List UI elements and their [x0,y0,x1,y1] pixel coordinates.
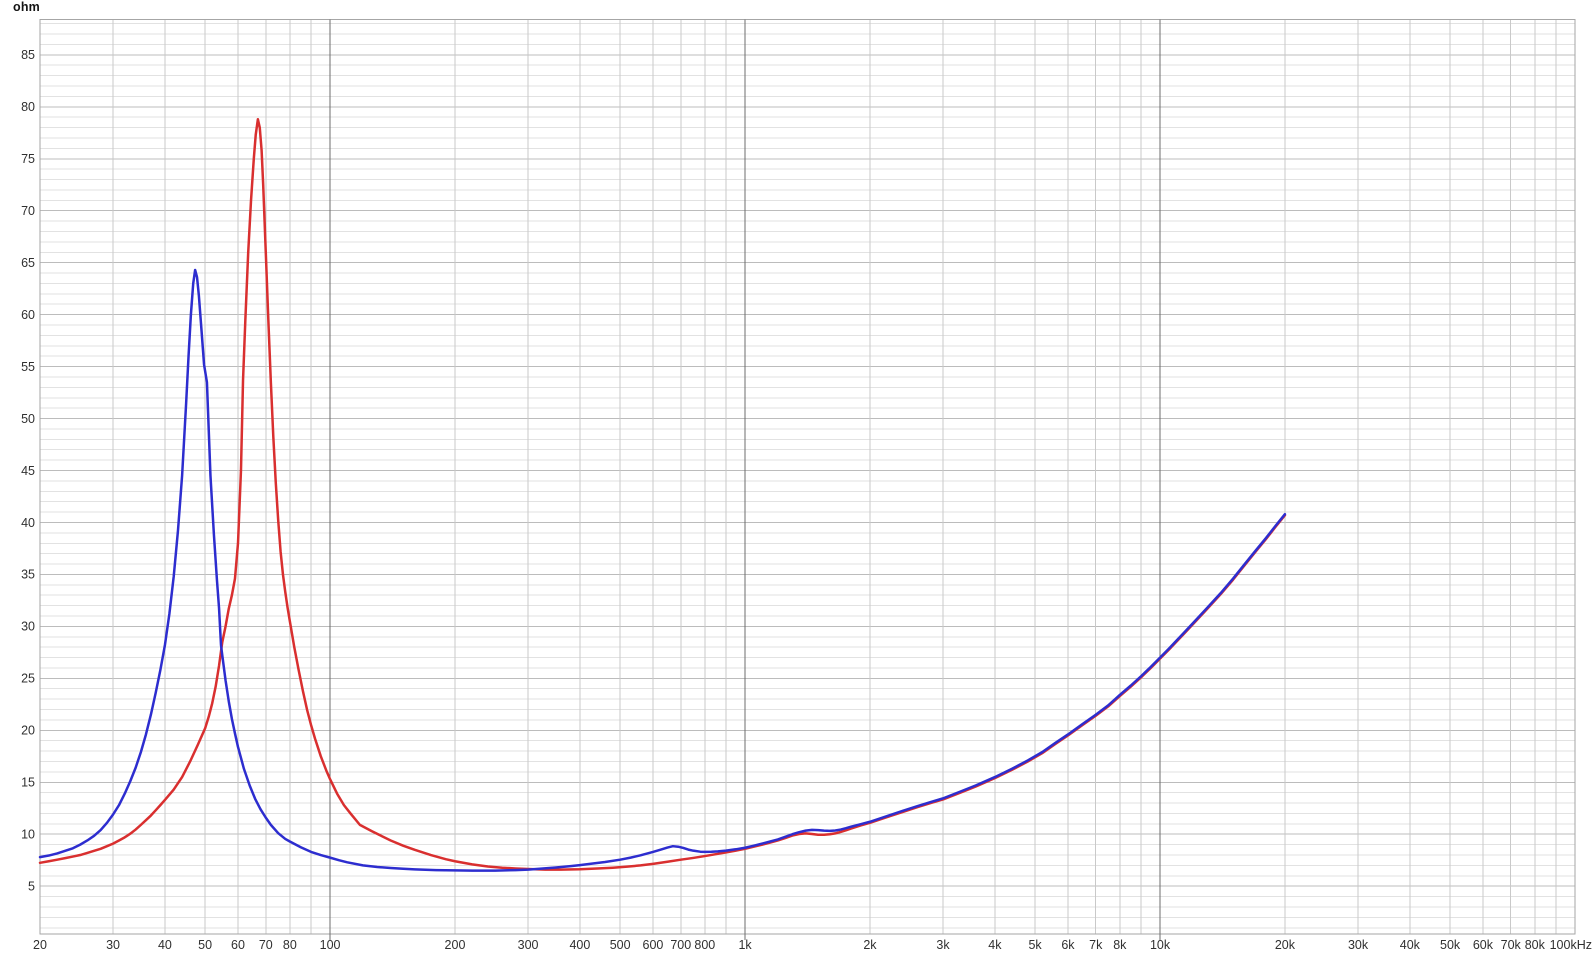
x-tick-label: 3k [936,938,950,952]
y-tick-label: 70 [21,204,35,218]
x-tick-label: 800 [694,938,715,952]
x-tick-label: 600 [643,938,664,952]
y-tick-label: 75 [21,152,35,166]
y-tick-label: 65 [21,256,35,270]
plot-frame [39,19,1576,935]
x-tick-label: 40k [1400,938,1421,952]
y-tick-label: 40 [21,516,35,530]
x-tick-label: 30k [1348,938,1369,952]
x-tick-label: 20 [33,938,47,952]
y-tick-label: 15 [21,776,35,790]
x-tick-label: 8k [1113,938,1127,952]
x-tick-label: 30 [106,938,120,952]
y-tick-label: 60 [21,308,35,322]
x-tick-label: 50k [1440,938,1461,952]
x-tick-label: 40 [158,938,172,952]
x-tick-label: 2k [863,938,877,952]
curve-layer [38,118,1287,872]
x-tick-label: 1k [738,938,752,952]
x-tick-label: 500 [610,938,631,952]
x-tick-label: 6k [1061,938,1075,952]
x-tick-label: 80 [283,938,297,952]
y-tick-label: 55 [21,360,35,374]
y-axis-unit-label: ohm [13,0,40,14]
x-tick-label: 60k [1473,938,1494,952]
x-tick-label: 80k [1525,938,1546,952]
x-tick-label: 70 [259,938,273,952]
impedance-blue-curve [38,268,1287,872]
x-tick-label: 5k [1028,938,1042,952]
x-tick-label: 50 [198,938,212,952]
x-tick-label: 700 [670,938,691,952]
x-tick-label: 70k [1501,938,1522,952]
grid-layer [39,19,1576,935]
x-tick-label: 100 [320,938,341,952]
y-tick-label: 25 [21,672,35,686]
decade-line-layer [329,19,1161,940]
y-tick-label: 80 [21,100,35,114]
y-tick-label: 50 [21,412,35,426]
y-tick-label: 85 [21,48,35,62]
x-tick-label: 300 [518,938,539,952]
x-tick-label: 200 [445,938,466,952]
y-tick-label: 35 [21,568,35,582]
y-tick-label: 20 [21,724,35,738]
x-tick-label: 10k [1150,938,1171,952]
x-tick-label: 60 [231,938,245,952]
axis-label-layer: 20 30 40 50 60 70 80 100 200 300 400 500 600 700 800 1k… [21,48,1592,952]
x-tick-label: 4k [988,938,1002,952]
y-tick-label: 10 [21,828,35,842]
x-tick-label: 100kHz [1550,938,1592,952]
y-tick-label: 45 [21,464,35,478]
y-tick-label: 30 [21,620,35,634]
x-tick-label: 20k [1275,938,1296,952]
y-tick-label: 5 [28,879,35,893]
x-tick-label: 7k [1089,938,1103,952]
x-tick-label: 400 [569,938,590,952]
